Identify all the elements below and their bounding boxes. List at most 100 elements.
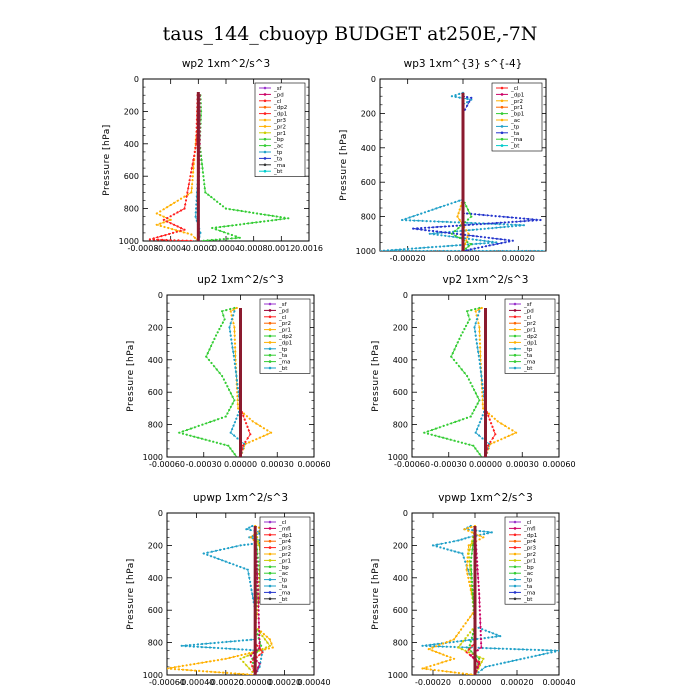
legend-label: _bp1 (510, 112, 524, 118)
x-tick-label: 0.00000 (446, 254, 479, 263)
series-marker-tp (251, 537, 254, 540)
series-marker-mfl (479, 625, 482, 629)
series-marker-dp2 (223, 443, 226, 446)
x-tick-label: -0.00040 (178, 678, 214, 687)
series-marker-pr2 (453, 671, 456, 674)
legend-marker (268, 321, 272, 325)
series-marker-tp (235, 374, 238, 378)
x-tick-label: -0.00020 (415, 678, 451, 687)
series-marker-bp (215, 226, 218, 229)
series-marker-ta (420, 228, 423, 231)
legend-marker (268, 347, 272, 351)
series-marker-bp1 (466, 208, 470, 211)
series-marker-dp2 (181, 432, 185, 435)
series-marker-dp1 (175, 230, 178, 233)
x-tick-label: -0.00060 (394, 460, 430, 469)
panel-title: vpwp 1xm^2/s^3 (438, 492, 533, 504)
series-marker-bp (255, 221, 258, 224)
series-marker-tp (192, 645, 195, 648)
series-marker-pr2 (226, 671, 229, 675)
series-marker-tp (440, 234, 443, 237)
series-marker-ta (515, 220, 518, 223)
series-marker-tp (474, 222, 477, 225)
y-axis-label: Pressure [hPa] (339, 129, 349, 201)
series-marker-tp (208, 646, 212, 649)
main-title: taus_144_cbuoyp BUDGET at250E,-7N (163, 23, 538, 45)
series-marker-tp (206, 551, 209, 554)
series-marker-dp2 (216, 331, 219, 334)
series-marker-bp (256, 633, 259, 636)
series-marker-tp (398, 249, 401, 251)
series-marker-dp2 (478, 453, 481, 456)
series-marker-pr2 (214, 671, 217, 674)
series-marker-tp (433, 643, 436, 646)
series-marker-tp (439, 245, 442, 248)
series-marker-bp (227, 224, 230, 228)
legend-label: _pr1 (278, 558, 291, 564)
series-marker-tp (503, 661, 506, 664)
series-marker-tp (245, 648, 248, 651)
series-marker-tp (448, 541, 451, 544)
series-line-pr1 (475, 307, 518, 457)
legend-label: _dp1 (273, 112, 287, 118)
x-tick-label: -0.00030 (186, 460, 222, 469)
series-marker-ta (455, 232, 459, 235)
series-marker-tp (438, 249, 441, 251)
x-tick-label: -0.00030 (431, 460, 467, 469)
series-marker-pr2 (248, 652, 251, 655)
series-marker-pr1 (246, 654, 249, 657)
series-marker-pr2 (209, 660, 212, 663)
series-marker-tp (529, 249, 532, 251)
series-marker-pr1 (250, 652, 253, 656)
series-marker-tp (446, 548, 449, 551)
series-marker-tp (517, 249, 520, 251)
series-marker-dp2 (221, 374, 224, 378)
legend-label: _ac (510, 118, 520, 124)
series-marker-tp (473, 326, 476, 329)
series-marker-pr2 (442, 653, 445, 656)
series-marker-pr1 (468, 556, 471, 559)
series-marker-mfl (478, 613, 482, 616)
series-marker-tp (406, 249, 409, 251)
series-marker-pr2 (452, 657, 456, 660)
series-marker-ta (473, 247, 476, 250)
series-marker-tp (491, 227, 494, 230)
series-marker-dp1 (176, 225, 179, 228)
y-tick-label: 1000 (388, 453, 408, 462)
legend-label: _dp1 (523, 533, 537, 539)
series-marker-pr1 (490, 415, 493, 418)
series-marker-mfl (257, 592, 260, 596)
legend-label: _pr3 (273, 118, 287, 124)
series-marker-dp2 (231, 395, 234, 398)
series-marker-dp2 (478, 399, 481, 402)
series-marker-tp (210, 550, 213, 553)
series-marker-pr1 (481, 403, 484, 406)
series-marker-tp (251, 592, 254, 596)
series-marker-tp (529, 648, 533, 651)
series-marker-pr2 (163, 225, 166, 229)
series-marker-tp (537, 249, 540, 251)
series-marker-tp (475, 342, 478, 345)
series-marker-ta (496, 242, 499, 245)
series-marker-tp (484, 665, 487, 669)
series-marker-ta (539, 218, 542, 222)
series-marker-dp1 (177, 239, 180, 241)
series-marker-tp (422, 249, 425, 251)
series-marker-pr2 (249, 536, 252, 539)
series-marker-dp1 (171, 231, 175, 234)
series-marker-cl (247, 429, 250, 432)
series-marker-bp (222, 238, 225, 241)
series-marker-tp (249, 584, 252, 588)
series-marker-pr2 (181, 668, 185, 671)
series-marker-pr2 (441, 661, 444, 664)
series-marker-bp (470, 572, 473, 575)
legend-label: _pr1 (510, 105, 523, 111)
series-marker-tp (448, 235, 451, 238)
series-marker-pr2 (173, 666, 176, 669)
series-marker-tp (382, 249, 386, 251)
series-marker-pr1 (478, 330, 481, 333)
series-marker-cl (491, 425, 494, 428)
series-marker-bp (471, 588, 474, 592)
series-marker-pr2 (455, 635, 458, 638)
series-marker-mfl (257, 609, 260, 612)
